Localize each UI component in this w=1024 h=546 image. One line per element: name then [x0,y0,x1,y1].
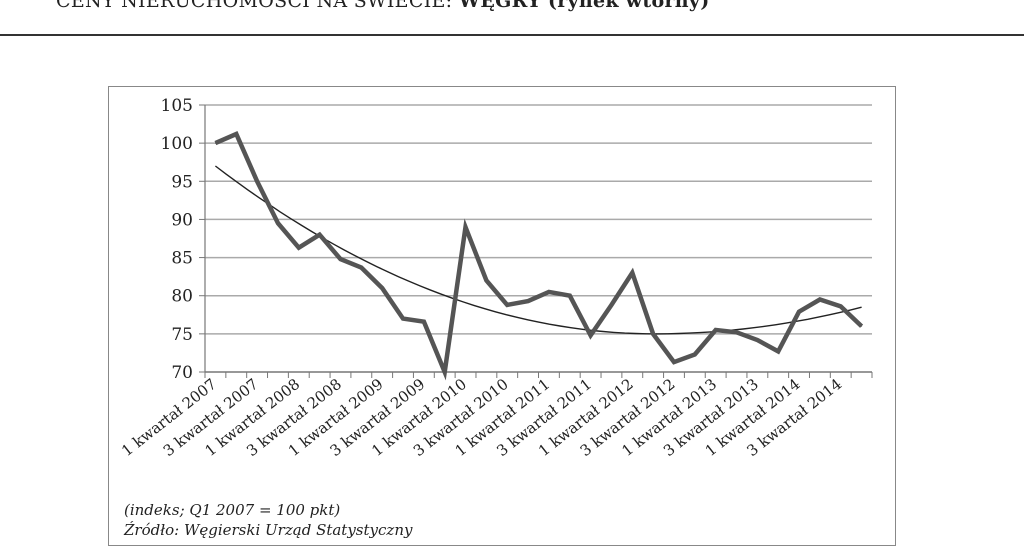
chart-notes: (indeks; Q1 2007 = 100 pkt) Źródło: Węgi… [124,500,412,540]
data-point [673,361,675,363]
series-layer [214,131,864,381]
data-point [339,258,341,260]
grid-layer [205,104,872,335]
data-point [381,287,383,289]
data-point [444,371,446,373]
data-point [360,266,362,268]
chart-header: CENY NIERUCHOMOŚCI NA ŚWIECIE: WĘGRY (ry… [56,0,710,12]
y-tick-label: 75 [171,325,193,345]
header-prefix: CENY NIERUCHOMOŚCI NA ŚWIECIE: [56,0,459,12]
y-tick-label: 70 [171,363,193,383]
data-point [756,339,758,341]
y-tick-label: 85 [171,249,193,269]
axis-layer: 70 75 80 85 90 95 100 105 [161,96,873,383]
header-rule [0,34,1024,36]
data-point [610,304,612,306]
data-point [527,300,529,302]
y-tick-label: 80 [171,287,193,307]
data-point [506,304,508,306]
trend-layer [214,165,862,335]
trendline [214,165,862,335]
y-tick-label: 105 [161,96,193,116]
source-note: Źródło: Węgierski Urząd Statystyczny [124,521,413,539]
data-point [298,247,300,249]
index-note: (indeks; Q1 2007 = 100 pkt) [124,501,341,519]
y-tick-label: 95 [171,172,193,192]
data-point [235,133,237,135]
y-tick-label: 100 [161,134,193,154]
y-tick-label: 90 [171,210,193,230]
data-point [256,180,258,182]
data-point [840,305,842,307]
data-point [652,333,654,335]
data-point [631,272,633,274]
data-point [819,299,821,301]
data-point [485,279,487,281]
data-point [798,311,800,313]
data-point [861,325,863,327]
data-point [277,222,279,224]
data-point [736,331,738,333]
data-point [402,318,404,320]
data-point [465,226,467,228]
data-point [715,329,717,331]
data-point [423,321,425,323]
series-line [214,131,864,381]
data-point [319,234,321,236]
data-point [569,295,571,297]
header-highlight: WĘGRY (rynek wtórny) [458,0,710,12]
data-point [777,350,779,352]
data-point [694,353,696,355]
data-point [214,142,216,144]
data-point [590,334,592,336]
data-point [548,291,550,293]
